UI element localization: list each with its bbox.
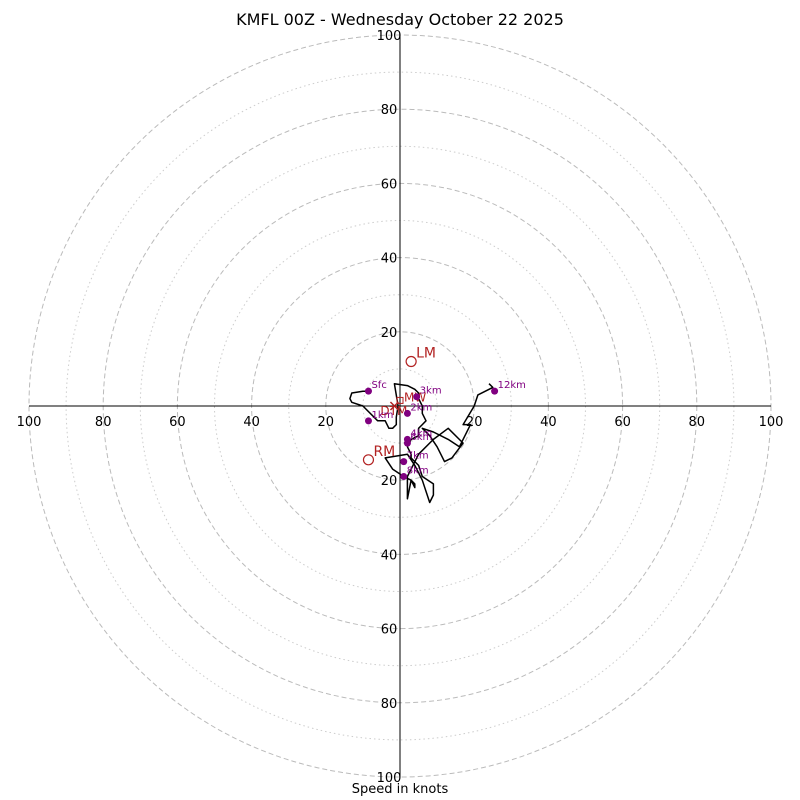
storm-motion-dtm-marker [389,401,399,411]
y-tick-label: 60 [381,623,398,638]
x-tick-label: 80 [95,415,112,430]
storm-motion-lm-marker [405,355,417,368]
y-tick-label: 80 [381,697,398,712]
storm-motion-lm-label: LM [416,345,436,361]
storm-motion-rm-marker [362,454,375,466]
height-marker-2km [403,409,411,417]
tick-labels: 100 80 60 40 20 20 40 60 80 100100806040202040608… [17,29,784,786]
x-tick-label: 60 [169,415,186,430]
height-marker-sfc [364,387,372,395]
x-tick-label: 100 [17,415,42,430]
x-tick-label: 80 [689,415,706,430]
x-axis-label: Speed in knots [351,782,449,797]
x-tick-label: 40 [243,415,260,430]
x-tick-label: 20 [318,415,335,430]
y-tick-label: 100 [377,771,402,786]
height-label-sfc: Sfc [371,380,386,391]
height-marker-6km [403,439,411,447]
height-label-3km: 3km [420,386,442,397]
axes [29,35,771,777]
height-label-1km: 1km [371,410,393,421]
y-tick-label: 20 [381,326,398,341]
height-label-4km: 4km [410,428,432,439]
y-tick-label: 40 [381,252,398,267]
height-label-2km: 2km [410,402,432,413]
height-label-7km: 7km [407,451,429,462]
y-tick-label: 60 [381,177,398,192]
height-marker-1km [364,417,372,425]
hodograph-trace-group [349,382,494,504]
y-tick-label: 80 [381,103,398,118]
y-tick-label: 20 [381,474,398,489]
height-marker-3km [413,393,421,401]
y-tick-label: 40 [381,548,398,563]
x-tick-label: 40 [540,415,557,430]
y-tick-label: 100 [377,29,402,44]
height-marker-12km [491,387,499,395]
height-marker-7km [400,458,408,466]
height-marker-8km [400,472,408,480]
storm-motion-mw-marker [396,396,404,404]
chart-title: KMFL 00Z - Wednesday October 22 2025 [236,10,564,29]
storm-motion-rm-label: RM [373,444,395,460]
height-label-8km: 8km [407,465,429,476]
storm-motion-markers: LMRMMWDTM [362,345,436,466]
hodograph-trace [349,382,494,504]
x-tick-label: 60 [614,415,631,430]
x-tick-label: 100 [759,415,784,430]
storm-motion-dtm-label: DTM [380,404,407,418]
height-label-12km: 12km [498,380,526,391]
height-label-6km: 6km [410,432,432,443]
